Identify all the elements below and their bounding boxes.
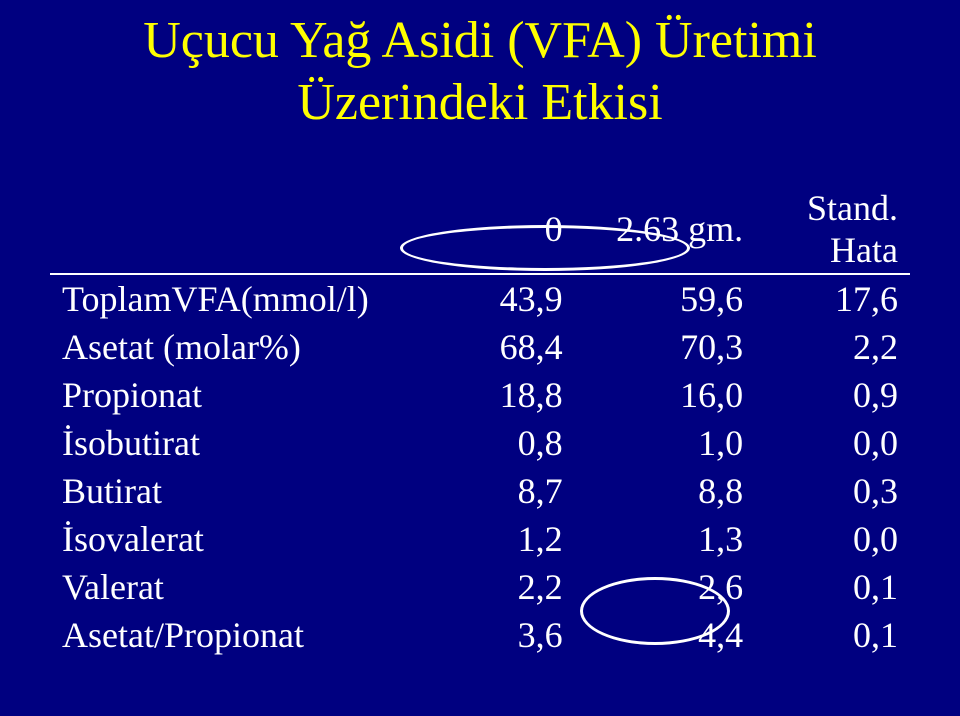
table-row: Asetat/Propionat 3,6 4,4 0,1 bbox=[50, 611, 910, 659]
table-row: İsovalerat 1,2 1,3 0,0 bbox=[50, 515, 910, 563]
cell-label: Asetat/Propionat bbox=[50, 611, 428, 659]
cell-label: İsobutirat bbox=[50, 419, 428, 467]
cell-value: 8,7 bbox=[428, 467, 574, 515]
col-header: Stand. Hata bbox=[755, 183, 910, 274]
cell-value: 0,1 bbox=[755, 563, 910, 611]
table-row: Asetat (molar%) 68,4 70,3 2,2 bbox=[50, 323, 910, 371]
cell-value: 0,3 bbox=[755, 467, 910, 515]
table-header-row: 0 2.63 gm. Stand. Hata bbox=[50, 183, 910, 274]
cell-value: 18,8 bbox=[428, 371, 574, 419]
cell-label: Asetat (molar%) bbox=[50, 323, 428, 371]
cell-value: 0,0 bbox=[755, 419, 910, 467]
cell-value: 70,3 bbox=[575, 323, 756, 371]
vfa-table: 0 2.63 gm. Stand. Hata ToplamVFA(mmol/l)… bbox=[50, 183, 910, 659]
col-header bbox=[50, 183, 428, 274]
title-line-1: Uçucu Yağ Asidi (VFA) Üretimi bbox=[0, 10, 960, 72]
cell-value: 8,8 bbox=[575, 467, 756, 515]
cell-value: 59,6 bbox=[575, 274, 756, 323]
cell-value: 1,0 bbox=[575, 419, 756, 467]
table-row: İsobutirat 0,8 1,0 0,0 bbox=[50, 419, 910, 467]
col-header: 0 bbox=[428, 183, 574, 274]
cell-value: 2,2 bbox=[755, 323, 910, 371]
table-row: Butirat 8,7 8,8 0,3 bbox=[50, 467, 910, 515]
cell-value: 4,4 bbox=[575, 611, 756, 659]
slide-title: Uçucu Yağ Asidi (VFA) Üretimi Üzerindeki… bbox=[0, 0, 960, 135]
cell-value: 17,6 bbox=[755, 274, 910, 323]
cell-value: 0,8 bbox=[428, 419, 574, 467]
cell-label: Valerat bbox=[50, 563, 428, 611]
cell-label: Butirat bbox=[50, 467, 428, 515]
table-row: Valerat 2,2 2,6 0,1 bbox=[50, 563, 910, 611]
cell-value: 2,6 bbox=[575, 563, 756, 611]
cell-value: 3,6 bbox=[428, 611, 574, 659]
table-row: Propionat 18,8 16,0 0,9 bbox=[50, 371, 910, 419]
table-row: ToplamVFA(mmol/l) 43,9 59,6 17,6 bbox=[50, 274, 910, 323]
data-table-wrap: 0 2.63 gm. Stand. Hata ToplamVFA(mmol/l)… bbox=[50, 183, 910, 659]
cell-value: 0,0 bbox=[755, 515, 910, 563]
cell-label: ToplamVFA(mmol/l) bbox=[50, 274, 428, 323]
cell-value: 1,3 bbox=[575, 515, 756, 563]
cell-value: 0,1 bbox=[755, 611, 910, 659]
cell-value: 68,4 bbox=[428, 323, 574, 371]
cell-value: 43,9 bbox=[428, 274, 574, 323]
cell-value: 0,9 bbox=[755, 371, 910, 419]
cell-value: 2,2 bbox=[428, 563, 574, 611]
col-header: 2.63 gm. bbox=[575, 183, 756, 274]
cell-label: Propionat bbox=[50, 371, 428, 419]
cell-value: 1,2 bbox=[428, 515, 574, 563]
cell-label: İsovalerat bbox=[50, 515, 428, 563]
cell-value: 16,0 bbox=[575, 371, 756, 419]
title-line-2: Üzerindeki Etkisi bbox=[0, 72, 960, 134]
